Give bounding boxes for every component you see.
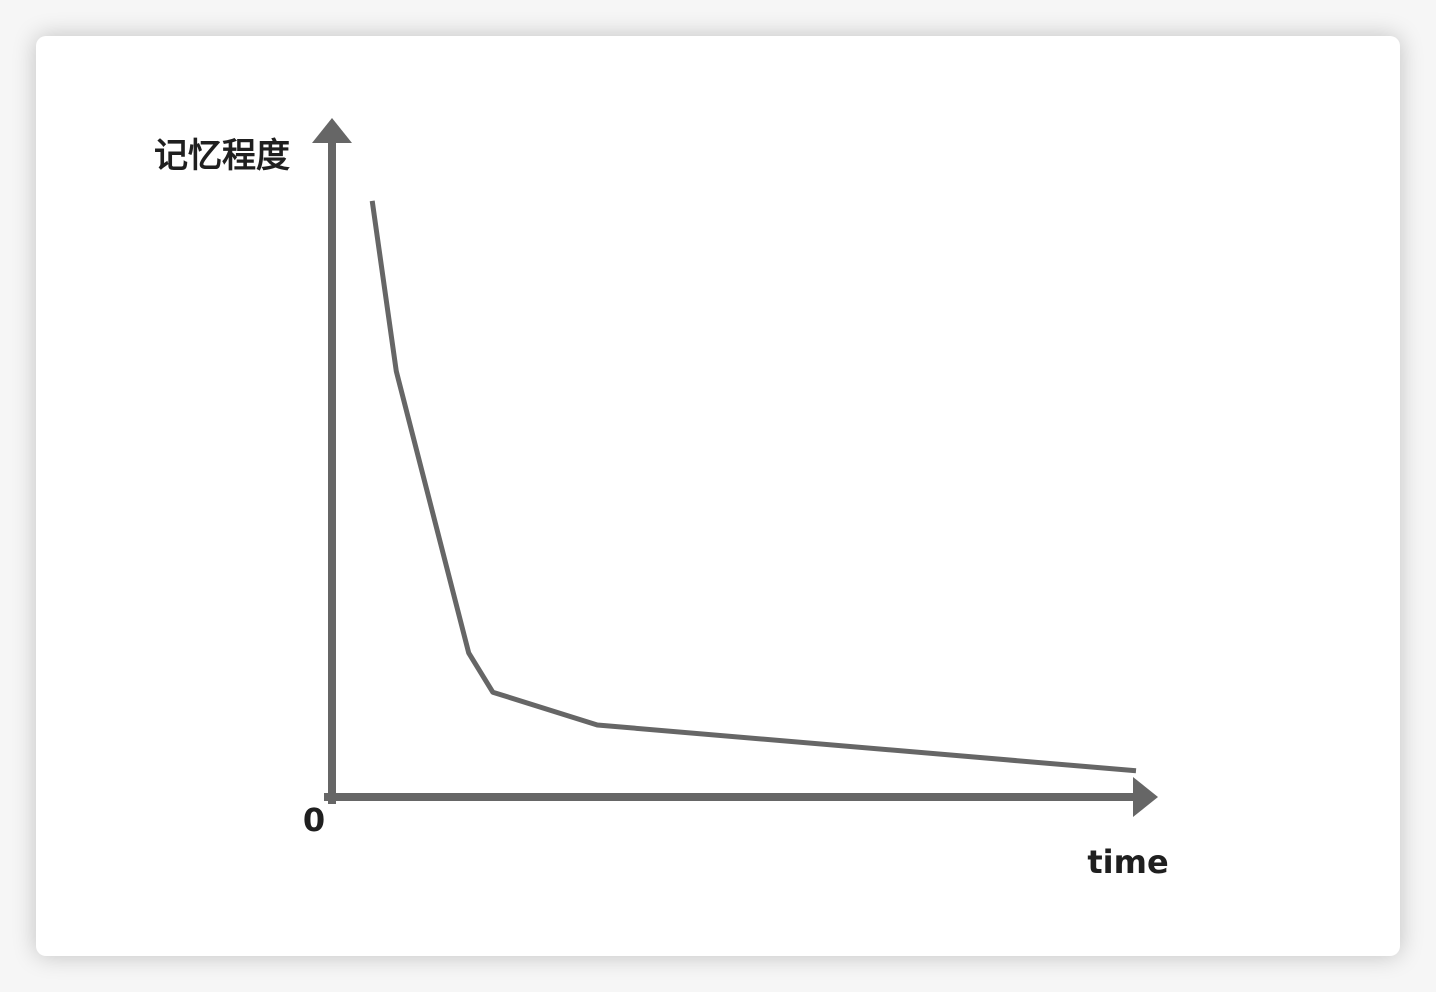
axes bbox=[312, 118, 1158, 817]
x-axis-label: time bbox=[1087, 843, 1168, 881]
y-axis-label: 记忆程度 bbox=[154, 136, 290, 176]
origin-label: 0 bbox=[303, 801, 325, 839]
y-axis-arrow-icon bbox=[312, 118, 352, 143]
series-line bbox=[369, 200, 1137, 774]
x-axis-arrow-icon bbox=[1133, 777, 1158, 817]
chart-card bbox=[36, 36, 1400, 956]
